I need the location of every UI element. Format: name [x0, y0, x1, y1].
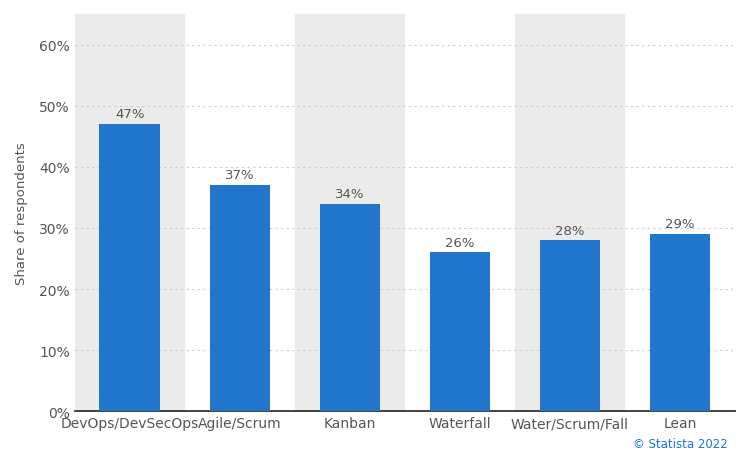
Bar: [100, 125, 160, 411]
Bar: [209, 186, 270, 411]
Text: © Statista 2022: © Statista 2022: [633, 437, 728, 450]
Text: 26%: 26%: [446, 236, 475, 249]
Y-axis label: Share of respondents: Share of respondents: [15, 142, 28, 285]
Text: 47%: 47%: [115, 108, 145, 121]
Text: 28%: 28%: [555, 224, 585, 237]
Bar: [540, 241, 600, 411]
Bar: [320, 204, 380, 411]
Bar: [75, 15, 184, 411]
Bar: [515, 15, 625, 411]
Bar: [295, 15, 405, 411]
Bar: [650, 235, 710, 411]
Bar: [430, 253, 490, 411]
Text: 37%: 37%: [225, 169, 254, 182]
Text: 34%: 34%: [335, 187, 364, 201]
Text: 29%: 29%: [665, 218, 694, 231]
